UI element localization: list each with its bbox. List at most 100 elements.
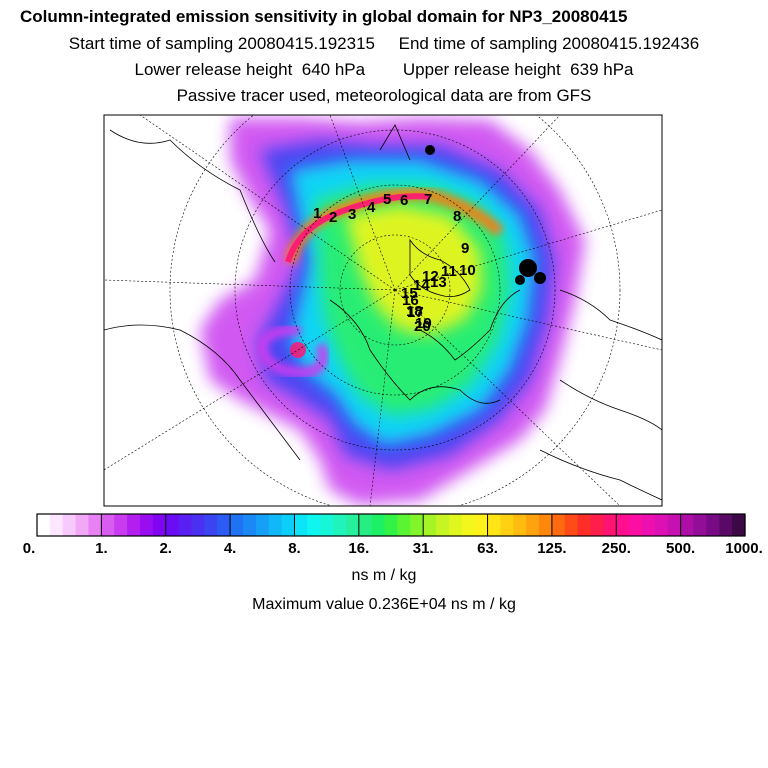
trajectory-label: 15 <box>401 285 418 302</box>
map-border <box>103 114 663 507</box>
colorbar-cell <box>654 514 669 536</box>
colorbar-tick-label: 4. <box>223 540 237 557</box>
colorbar-tick-label: 125. <box>537 540 567 557</box>
trajectory-label: 6 <box>400 192 408 209</box>
colorbar-cell <box>333 514 347 536</box>
colorbar-cell <box>693 514 707 536</box>
trajectory-label: 5 <box>383 191 391 208</box>
colorbar-cell <box>616 514 630 536</box>
colorbar-cell <box>139 514 154 536</box>
colorbar-cell <box>603 514 617 536</box>
colorbar-cell <box>37 514 51 536</box>
trajectory-label: 19 <box>415 315 432 332</box>
colorbar-cell <box>500 514 514 536</box>
map-title: Column-integrated emission sensitivity i… <box>20 7 628 26</box>
colorbar-units: ns m / kg <box>351 567 417 584</box>
trajectory-label: 13 <box>430 274 447 291</box>
colorbar-cell <box>719 514 733 536</box>
trajectory-label: 20 <box>414 318 431 335</box>
colorbar-cell <box>268 514 283 536</box>
colorbar-tick-label: 250. <box>601 540 631 557</box>
colorbar-cells <box>37 514 746 536</box>
dense-features <box>425 145 546 285</box>
colorbar-tick-label: 500. <box>666 540 696 557</box>
colorbar-cell <box>230 514 244 536</box>
colorbar-cell <box>732 514 746 536</box>
trajectory-label: 11 <box>441 263 457 280</box>
trajectory-label: 4 <box>367 199 376 216</box>
colorbar-cell <box>88 514 102 536</box>
trajectory-label: 16 <box>402 292 419 309</box>
colorbar-cell <box>629 514 643 536</box>
colorbar-cell <box>384 514 399 536</box>
release-height-line: Lower release height 640 hPa Upper relea… <box>134 60 634 79</box>
colorbar-tick-label: 0. <box>22 540 36 557</box>
colorbar-cell <box>551 514 566 536</box>
trajectory-label: 2 <box>329 209 337 226</box>
colorbar-cell <box>294 514 308 536</box>
colorbar-cell <box>461 514 476 536</box>
colorbar-cell <box>281 514 296 536</box>
colorbar-cell <box>307 514 321 536</box>
colorbar-cell <box>62 514 77 536</box>
coastlines <box>104 124 662 501</box>
trajectory-label: 8 <box>453 208 461 225</box>
colorbar-cell <box>680 514 695 536</box>
colorbar-outline <box>36 513 746 537</box>
colorbar-cell <box>345 514 360 536</box>
colorbar-tick-label: 16. <box>348 540 370 557</box>
graticule <box>104 115 662 506</box>
trajectory-label: 10 <box>459 262 476 279</box>
colorbar-tick-label: 1. <box>95 540 108 557</box>
trajectory-label: 1 <box>313 205 321 222</box>
colorbar-cell <box>564 514 579 536</box>
colorbar-cell <box>642 514 656 536</box>
colorbar-tick-label: 31. <box>412 540 434 557</box>
colorbar-cell <box>127 514 141 536</box>
colorbar-cell <box>590 514 604 536</box>
colorbar-cell <box>474 514 489 536</box>
trajectory-label: 7 <box>424 191 432 208</box>
trajectory-label: 9 <box>461 240 469 257</box>
maximum-value-note: Maximum value 0.236E+04 ns m / kg <box>252 596 516 613</box>
colorbar-cell <box>513 514 527 536</box>
colorbar-cell <box>436 514 450 536</box>
colorbar-cell <box>191 514 205 536</box>
colorbar-cell <box>667 514 682 536</box>
colorbar-tick-label: 63. <box>477 540 498 557</box>
colorbar-tick-label: 1000. <box>725 540 763 557</box>
colorbar-cell <box>448 514 463 536</box>
colorbar-cell <box>255 514 270 536</box>
trajectory-label: 12 <box>422 268 439 285</box>
colorbar-cell <box>706 514 720 536</box>
colorbar-tick-label: 8. <box>288 540 301 557</box>
colorbar-cell <box>75 514 90 536</box>
colorbar-cell <box>152 514 167 536</box>
colorbar-cell <box>371 514 386 536</box>
colorbar-cell <box>358 514 373 536</box>
trajectory-label: 14 <box>413 277 430 294</box>
colorbar-cell <box>539 514 553 536</box>
colorbar-cell <box>526 514 540 536</box>
sampling-time-line: Start time of sampling 20080415.192315 E… <box>68 34 700 53</box>
colorbar-cell <box>165 514 180 536</box>
colorbar-cell <box>217 514 231 536</box>
colorbar-cell <box>101 514 115 536</box>
colorbar-cell <box>423 514 437 536</box>
colorbar-cell <box>242 514 257 536</box>
colorbar-tick-label: 2. <box>159 540 172 557</box>
colorbar-cell <box>114 514 128 536</box>
colorbar-cell <box>487 514 502 536</box>
colorbar-cell <box>49 514 64 536</box>
trajectory-label: 17 <box>407 304 424 321</box>
tracer-info-line: Passive tracer used, meteorological data… <box>176 86 592 105</box>
colorbar-cell <box>397 514 411 536</box>
colorbar-cell <box>320 514 334 536</box>
colorbar-cell <box>204 514 218 536</box>
colorbar-dividers <box>100 514 682 536</box>
trajectory-label: 18 <box>406 303 423 320</box>
colorbar-cell <box>410 514 424 536</box>
colorbar-cell <box>577 514 592 536</box>
